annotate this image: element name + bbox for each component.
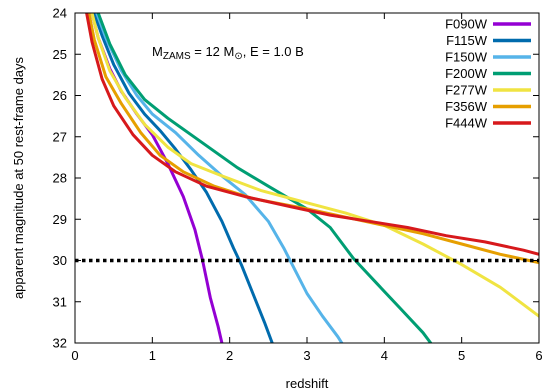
series-line-f200w — [96, 13, 433, 343]
series-line-f277w — [90, 13, 539, 318]
series-line-f444w — [85, 13, 539, 256]
y-tick-label: 26 — [53, 88, 67, 103]
y-tick-label: 30 — [53, 253, 67, 268]
annotation-part: , E = 1.0 B — [243, 44, 304, 59]
y-tick-label: 31 — [53, 294, 67, 309]
annotation-part: = 12 M — [191, 44, 235, 59]
x-tick-label: 1 — [149, 348, 156, 363]
x-tick-label: 2 — [226, 348, 233, 363]
legend-label-f115w: F115W — [446, 33, 488, 48]
y-tick-label: 29 — [53, 212, 67, 227]
x-axis-label: redshift — [286, 376, 329, 391]
x-tick-label: 5 — [458, 348, 465, 363]
y-tick-label: 32 — [53, 336, 67, 351]
series-layer — [85, 13, 539, 343]
legend-label-f090w: F090W — [445, 17, 488, 32]
x-tick-label: 6 — [535, 348, 542, 363]
legend-label-f444w: F444W — [445, 116, 488, 131]
y-tick-label: 28 — [53, 171, 67, 186]
series-line-f150w — [95, 13, 344, 343]
x-tick-label: 4 — [381, 348, 388, 363]
y-tick-label: 24 — [53, 6, 67, 21]
legend-label-f277w: F277W — [445, 83, 488, 98]
y-tick-label: 25 — [53, 47, 67, 62]
x-tick-label: 0 — [71, 348, 78, 363]
annotation-part: ⊙ — [234, 51, 242, 62]
annotation-part: ZAMS — [163, 51, 191, 62]
model-annotation: MZAMS = 12 M⊙, E = 1.0 B — [152, 44, 304, 62]
legend-label-f356w: F356W — [445, 99, 488, 114]
x-tick-label: 3 — [303, 348, 310, 363]
annotation-part: M — [152, 44, 163, 59]
y-axis-label: apparent magnitude at 50 rest-frame days — [11, 56, 26, 299]
ticks-layer: 0 1 2 3 4 5 6 24 25 26 27 28 29 30 31 32 — [53, 6, 543, 364]
series-line-f115w — [92, 13, 274, 343]
legend-label-f150w: F150W — [445, 50, 488, 65]
legend-label-f200w: F200W — [445, 66, 488, 81]
y-tick-label: 27 — [53, 129, 67, 144]
